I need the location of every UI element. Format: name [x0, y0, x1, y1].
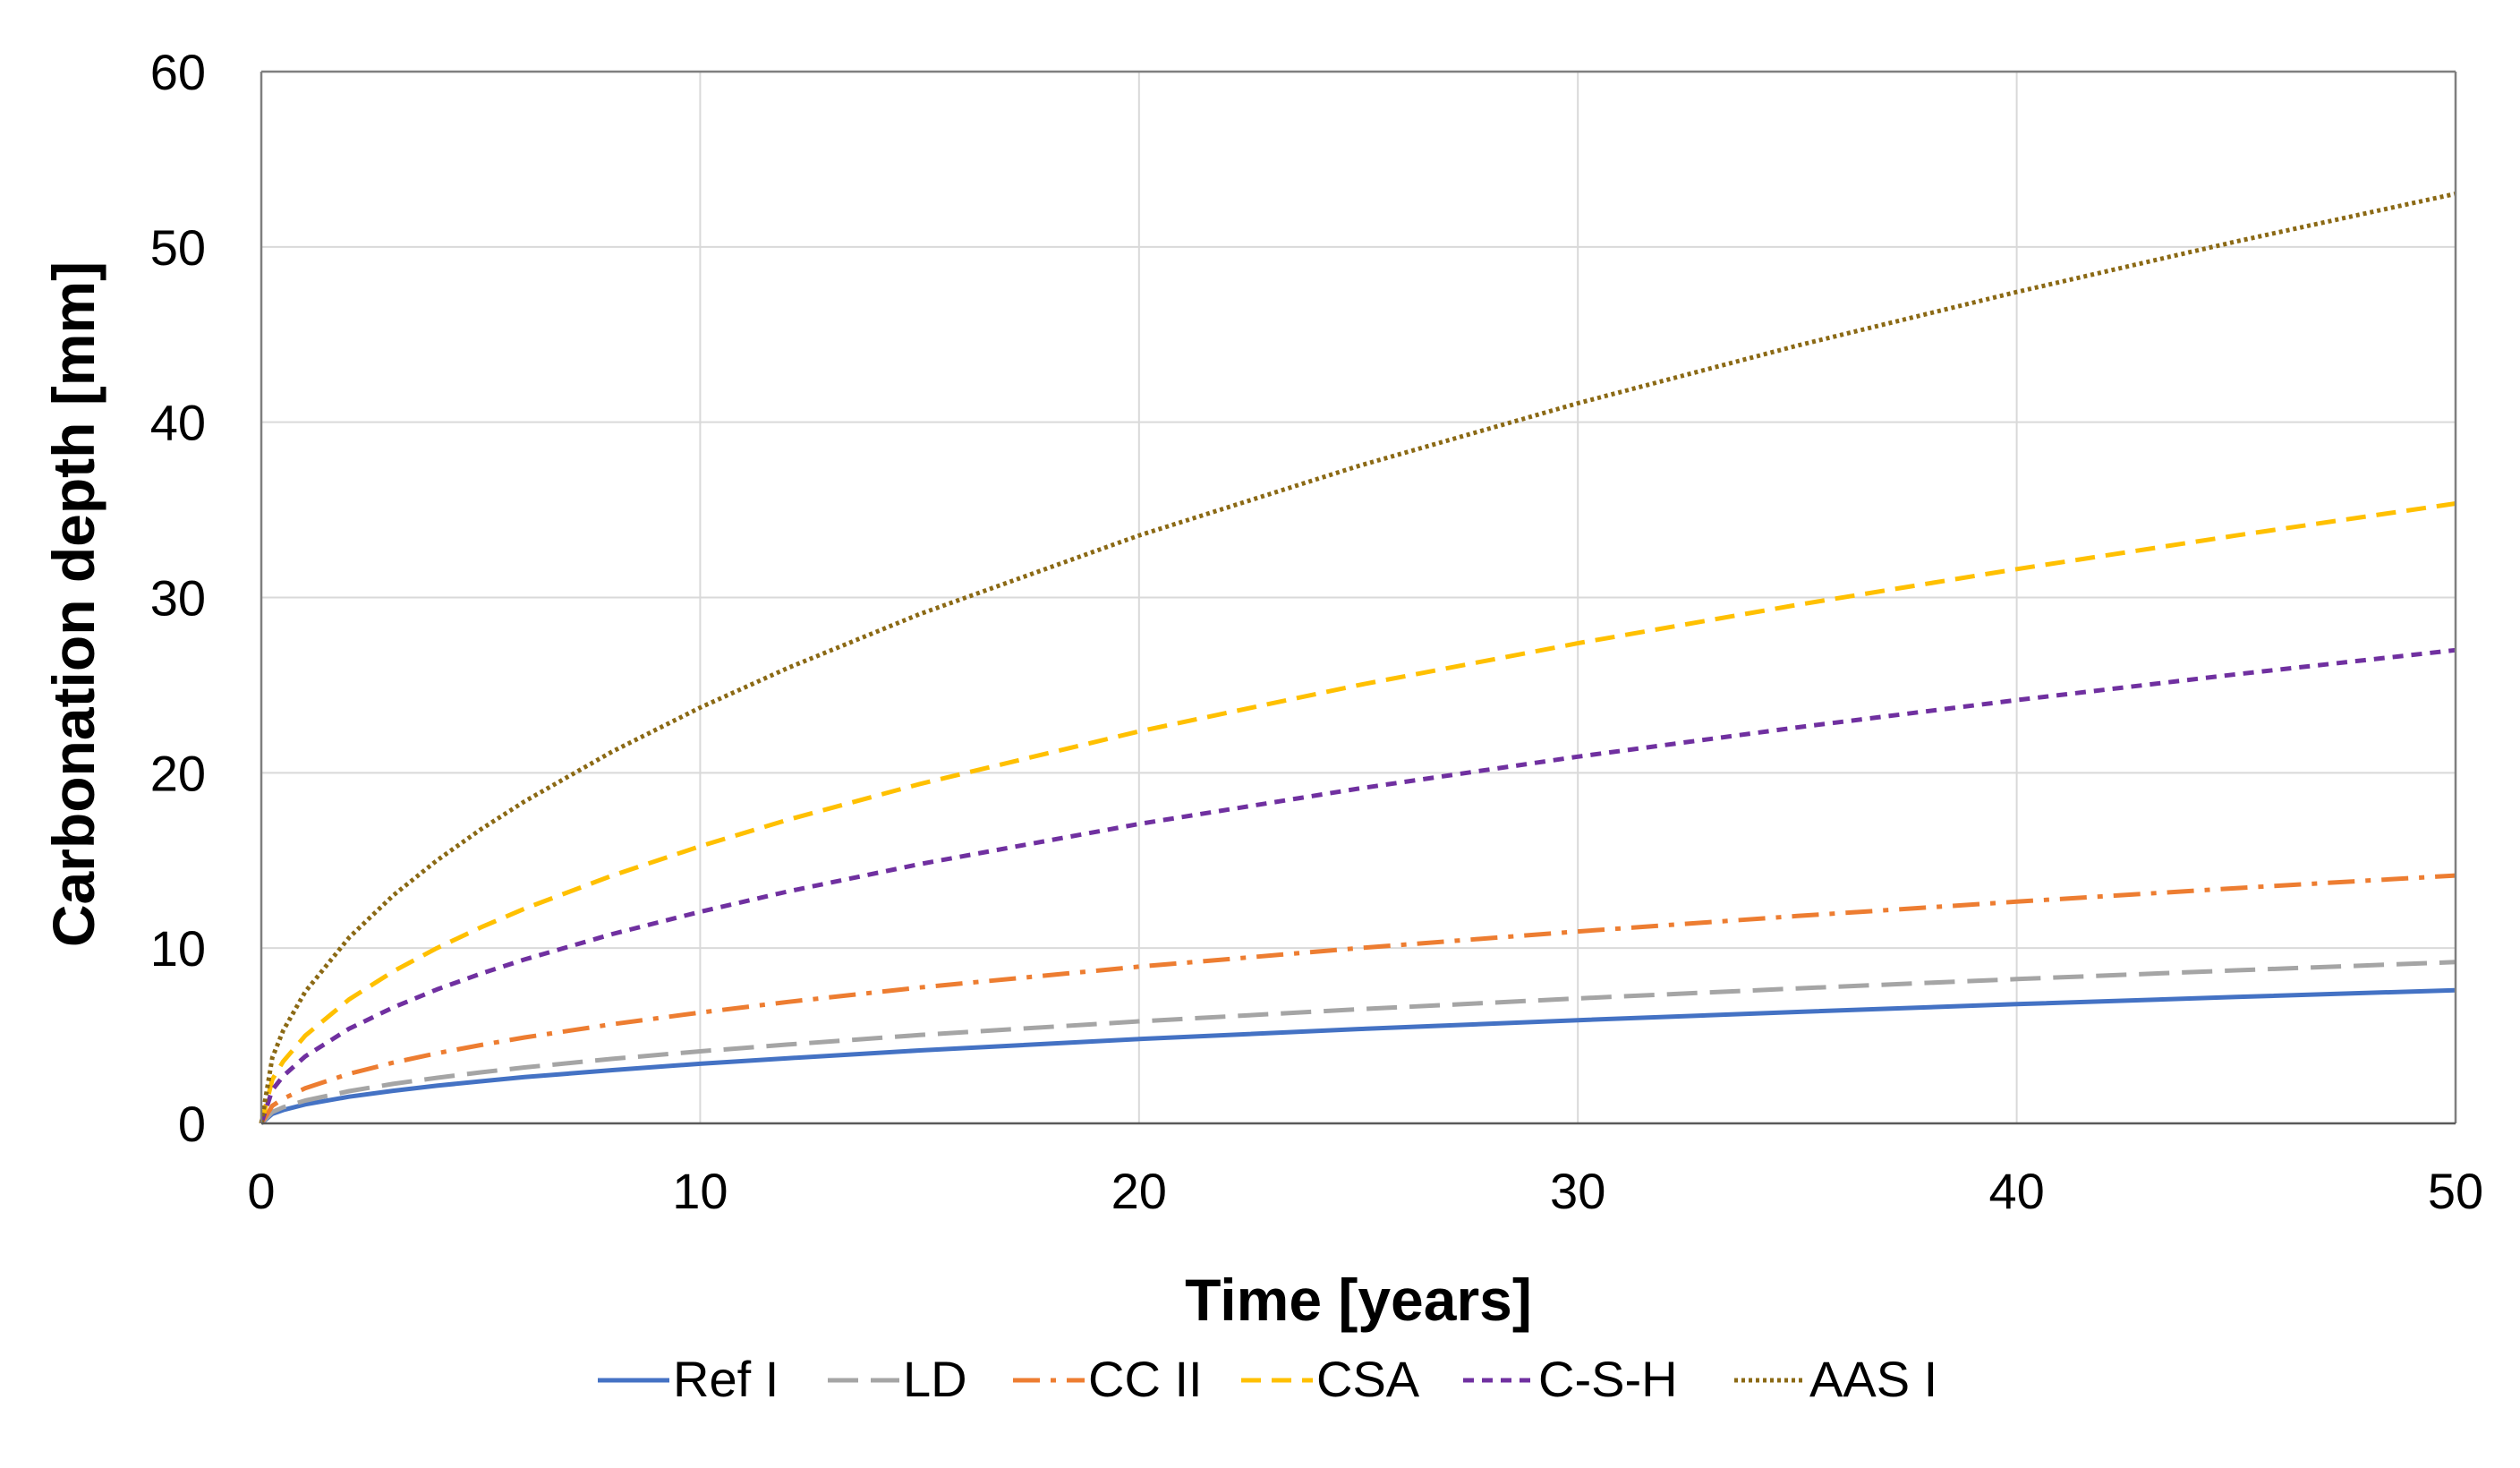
series-lines	[259, 192, 2456, 1125]
y-tick-label: 0	[178, 1096, 206, 1152]
series-line-cc-ii	[259, 873, 2456, 1125]
y-tick-label: 20	[150, 745, 206, 801]
y-tick-label: 50	[150, 219, 206, 276]
y-tick-labels: 0 10 20 30 40 50 60	[150, 44, 206, 1152]
axes	[260, 70, 2457, 1125]
gridlines	[260, 71, 2456, 1124]
series-line-ref-i	[260, 987, 2456, 1125]
series-line-c-s-h	[259, 647, 2456, 1124]
x-axis-title: Time [years]	[1185, 1267, 1532, 1333]
series-line-ld	[260, 960, 2456, 1125]
legend-label: C-S-H	[1538, 1351, 1678, 1407]
x-tick-label: 10	[672, 1163, 728, 1219]
y-tick-label: 60	[150, 44, 206, 100]
x-tick-labels: 0 10 20 30 40 50	[247, 1163, 2483, 1219]
x-tick-label: 20	[1111, 1163, 1167, 1219]
x-tick-label: 50	[2428, 1163, 2483, 1219]
legend-label: LD	[903, 1351, 967, 1407]
x-tick-label: 30	[1550, 1163, 1605, 1219]
y-tick-label: 40	[150, 395, 206, 451]
series-line-csa	[259, 501, 2456, 1124]
legend-label: AAS I	[1809, 1351, 1937, 1407]
x-tick-label: 0	[247, 1163, 275, 1219]
y-axis-title: Carbonation depth [mm]	[40, 261, 106, 947]
legend-label: CSA	[1316, 1351, 1420, 1407]
series-line-aas-i	[259, 192, 2456, 1124]
y-tick-label: 30	[150, 570, 206, 627]
x-tick-label: 40	[1988, 1163, 2044, 1219]
y-tick-label: 10	[150, 920, 206, 977]
legend-label: CC II	[1088, 1351, 1203, 1407]
legend: Ref I LD CC II CSA C-S-H AAS I	[598, 1351, 1937, 1407]
legend-label: Ref I	[673, 1351, 779, 1407]
